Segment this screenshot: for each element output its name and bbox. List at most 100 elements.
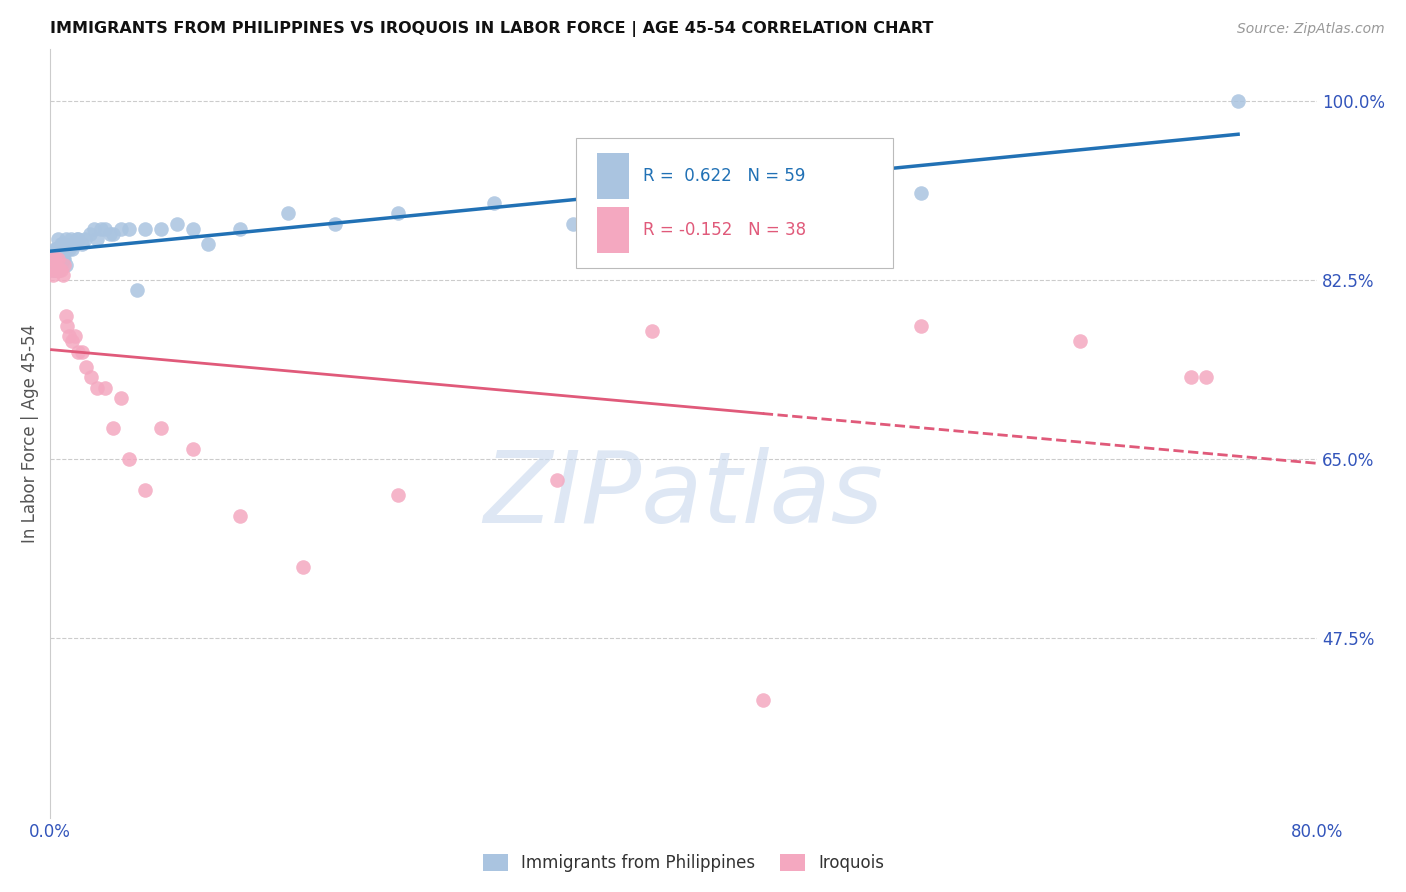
Point	[641, 324, 664, 338]
Point	[197, 237, 219, 252]
Point	[910, 186, 932, 200]
Point	[65, 329, 87, 343]
Point	[45, 258, 67, 272]
Point	[46, 242, 69, 256]
Point	[44, 252, 66, 267]
Point	[118, 221, 141, 235]
Point	[103, 421, 125, 435]
Point	[52, 252, 75, 267]
Point	[110, 221, 132, 235]
Point	[1195, 370, 1218, 384]
Point	[1069, 334, 1091, 349]
Point	[52, 237, 75, 252]
Point	[149, 221, 172, 235]
Point	[66, 232, 89, 246]
Point	[229, 221, 252, 235]
Point	[46, 232, 69, 246]
Point	[118, 452, 141, 467]
Point	[59, 232, 82, 246]
Point	[60, 334, 83, 349]
Point	[46, 252, 69, 267]
Bar	[598, 207, 628, 253]
Point	[44, 262, 66, 277]
Point	[181, 221, 204, 235]
Point	[48, 262, 70, 277]
Point	[166, 217, 188, 231]
Point	[53, 252, 76, 267]
Point	[229, 508, 252, 523]
Point	[49, 247, 72, 261]
Point	[53, 237, 76, 252]
Point	[58, 329, 80, 343]
Y-axis label: In Labor Force | Age 45-54: In Labor Force | Age 45-54	[21, 324, 39, 543]
Point	[323, 217, 346, 231]
Point	[41, 262, 63, 277]
Point	[704, 206, 727, 220]
Point	[277, 206, 299, 220]
Point	[752, 693, 775, 707]
Point	[79, 227, 101, 241]
Point	[103, 227, 125, 241]
Point	[561, 217, 583, 231]
Point	[55, 309, 77, 323]
Point	[73, 232, 96, 246]
Point	[60, 242, 83, 256]
Point	[67, 232, 90, 246]
Point	[55, 232, 77, 246]
Point	[125, 283, 148, 297]
Point	[44, 252, 66, 267]
Point	[70, 344, 93, 359]
Point	[75, 359, 97, 374]
Point	[42, 247, 65, 261]
Point	[546, 473, 568, 487]
Point	[65, 237, 87, 252]
Point	[86, 232, 108, 246]
Point	[48, 242, 70, 256]
Point	[49, 258, 72, 272]
Text: Source: ZipAtlas.com: Source: ZipAtlas.com	[1237, 22, 1385, 37]
Point	[80, 370, 103, 384]
Point	[41, 252, 63, 267]
Point	[58, 242, 80, 256]
Point	[482, 196, 505, 211]
Point	[94, 380, 117, 394]
Point	[387, 488, 409, 502]
Text: R = -0.152   N = 38: R = -0.152 N = 38	[643, 221, 806, 239]
Point	[83, 221, 105, 235]
Point	[1180, 370, 1202, 384]
Point	[62, 237, 84, 252]
Text: ZIPatlas: ZIPatlas	[484, 447, 883, 543]
Point	[46, 262, 69, 277]
Point	[110, 391, 132, 405]
Point	[42, 258, 65, 272]
Point	[48, 252, 70, 267]
Point	[1227, 94, 1250, 108]
Point	[45, 262, 67, 277]
Point	[181, 442, 204, 456]
Point	[52, 268, 75, 282]
Point	[134, 483, 156, 497]
Point	[56, 319, 79, 334]
Point	[149, 421, 172, 435]
Point	[46, 262, 69, 277]
Point	[70, 237, 93, 252]
Point	[292, 559, 315, 574]
Point	[46, 252, 69, 267]
Point	[45, 242, 67, 256]
Point	[387, 206, 409, 220]
Point	[49, 237, 72, 252]
Point	[55, 242, 77, 256]
Point	[910, 319, 932, 334]
FancyBboxPatch shape	[576, 138, 893, 268]
Text: R =  0.622   N = 59: R = 0.622 N = 59	[643, 168, 806, 186]
Text: IMMIGRANTS FROM PHILIPPINES VS IROQUOIS IN LABOR FORCE | AGE 45-54 CORRELATION C: IMMIGRANTS FROM PHILIPPINES VS IROQUOIS …	[51, 21, 934, 37]
Point	[41, 262, 63, 277]
Point	[90, 221, 112, 235]
Legend: Immigrants from Philippines, Iroquois: Immigrants from Philippines, Iroquois	[477, 847, 891, 879]
Point	[53, 258, 76, 272]
Point	[49, 262, 72, 277]
Point	[134, 221, 156, 235]
Point	[44, 242, 66, 256]
Point	[98, 227, 121, 241]
Bar	[598, 153, 628, 199]
